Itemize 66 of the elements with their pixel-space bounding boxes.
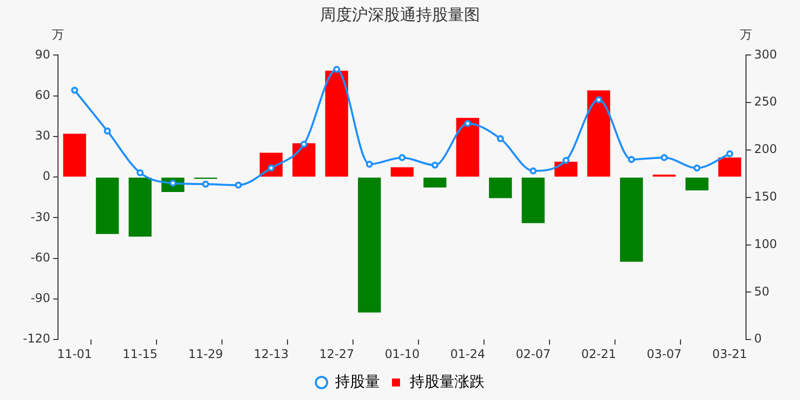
bar — [620, 178, 643, 262]
bar — [128, 178, 152, 237]
point — [202, 180, 210, 188]
x-tick-label: 03-07 — [646, 346, 682, 361]
bar — [554, 162, 578, 177]
point — [693, 164, 700, 172]
y-tick-label: 0 — [42, 169, 50, 184]
y2-tick-label: 50 — [754, 284, 770, 298]
y-tick-label: -120 — [23, 332, 50, 346]
x-tick-label: 02-21 — [581, 346, 616, 361]
legend-label: 持股量涨跌 — [410, 372, 484, 390]
bar — [358, 178, 381, 313]
point — [530, 167, 537, 174]
y-tick-label: -30 — [30, 210, 50, 224]
y-tick-label: 30 — [34, 128, 50, 143]
x-tick-label: 01-24 — [450, 346, 486, 361]
bar — [686, 178, 708, 190]
point — [464, 120, 472, 127]
point — [366, 160, 373, 168]
point — [726, 150, 734, 158]
y-tick-label: -90 — [30, 291, 50, 306]
bar — [390, 167, 414, 177]
bar — [522, 178, 545, 224]
y-tick-label: 60 — [34, 88, 50, 102]
bar — [423, 178, 446, 188]
bar — [488, 178, 512, 198]
point — [300, 140, 308, 148]
y2-tick-label: 250 — [754, 94, 777, 109]
y2-tick-label: 100 — [754, 236, 777, 251]
bar — [292, 143, 316, 177]
x-tick-label: 02-07 — [516, 346, 551, 361]
point — [431, 162, 438, 169]
y2-tick-label: 150 — [754, 190, 777, 204]
bar — [96, 178, 119, 234]
x-tick-label: 11-29 — [188, 346, 224, 361]
bar — [325, 70, 348, 177]
bar — [587, 90, 610, 177]
point — [398, 154, 406, 162]
x-tick-label: 12-27 — [319, 346, 354, 361]
point — [234, 182, 242, 189]
legend-label: 持股量 — [335, 372, 380, 390]
y-axis-title: 万 — [52, 27, 64, 42]
point — [104, 128, 111, 135]
point — [562, 156, 570, 164]
y2-tick-label: 0 — [754, 332, 762, 346]
point — [660, 154, 668, 162]
bar — [718, 157, 742, 177]
point — [136, 169, 144, 176]
x-tick-label: 11-01 — [57, 346, 92, 361]
bar — [63, 134, 86, 177]
chart-title: 周度沪深股通持股量图 — [320, 4, 480, 24]
x-tick-label: 03-21 — [712, 346, 748, 361]
x-tick-label: 12-13 — [254, 346, 289, 361]
x-tick-label: 01-10 — [384, 346, 420, 361]
x-tick-label: 11-15 — [122, 346, 158, 361]
y2-tick-label: 300 — [754, 47, 777, 62]
y2-axis-title: 万 — [740, 27, 752, 42]
point — [628, 156, 635, 163]
y-tick-label: 90 — [34, 47, 50, 62]
bar — [456, 118, 480, 177]
y2-tick-label: 200 — [754, 142, 777, 156]
point — [595, 96, 602, 104]
point — [71, 86, 78, 94]
point — [333, 66, 340, 73]
point — [496, 135, 504, 142]
y-tick-label: -60 — [30, 250, 50, 264]
